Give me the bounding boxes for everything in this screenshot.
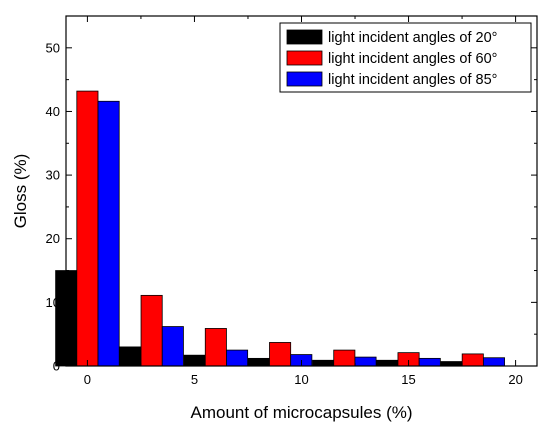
y-tick-label: 10 [46,295,60,310]
legend-swatch [286,50,323,66]
bar-series2-18 [461,353,484,367]
legend-swatch [286,29,323,45]
bar-series1-3 [119,346,142,367]
bar-series2-12 [333,349,356,367]
bar-series3-18 [482,357,505,367]
bar-series1-18 [440,361,463,367]
bar-series2-9 [269,342,292,367]
bar-series1-12 [312,359,335,367]
x-tick-label: 15 [401,372,415,387]
bar-series2-0 [76,90,99,367]
x-tick-label: 5 [191,372,198,387]
y-tick-label: 30 [46,168,60,183]
bar-series3-15 [418,357,441,367]
bars-layer [55,90,505,367]
x-axis-label: Amount of microcapsules (%) [190,403,412,422]
legend: light incident angles of 20° light incide… [279,22,532,93]
x-tick-label: 20 [508,372,522,387]
bar-series3-0 [97,100,120,367]
bar-series1-15 [376,359,399,367]
bar-series3-6 [226,349,249,367]
bar-series3-12 [354,356,377,367]
axis-ticks: 0 5 10 15 20 0 10 20 30 40 50 [46,16,537,387]
legend-label: light incident angles of 85° [328,72,497,88]
y-tick-label: 50 [46,40,60,55]
x-tick-label: 0 [84,372,91,387]
legend-items: light incident angles of 20° light incide… [286,29,497,88]
legend-swatch [286,71,323,87]
y-tick-label: 20 [46,231,60,246]
x-tick-label: 10 [294,372,308,387]
bar-series2-3 [140,294,163,367]
bar-series3-3 [161,326,184,367]
y-tick-label: 40 [46,104,60,119]
legend-label: light incident angles of 20° [328,30,497,46]
y-tick-label: 0 [53,359,60,374]
bar-series2-6 [204,328,227,367]
y-axis-label: Gloss (%) [11,154,30,229]
legend-label: light incident angles of 60° [328,51,497,67]
bar-series1-9 [247,357,270,367]
